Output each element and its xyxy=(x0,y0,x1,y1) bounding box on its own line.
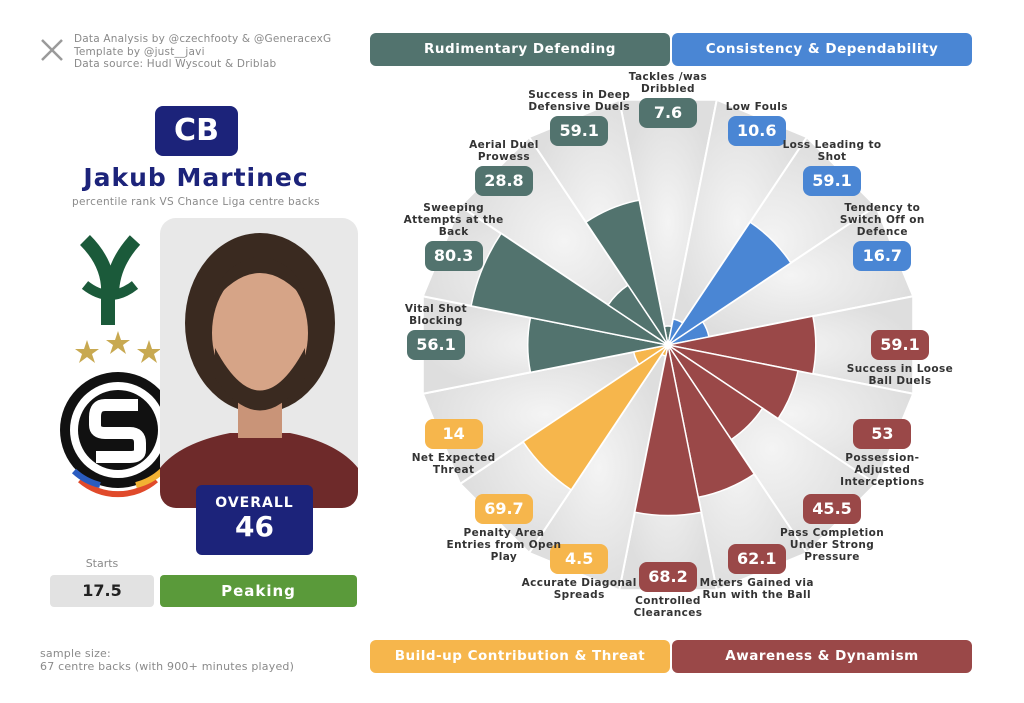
position-badge: CB xyxy=(155,106,238,156)
value-label: 68.2 xyxy=(639,562,697,592)
x-logo xyxy=(41,39,63,61)
overall-value: 46 xyxy=(235,510,274,543)
value-label: 59.1 xyxy=(803,165,862,196)
overall-box: OVERALL 46 xyxy=(196,485,313,555)
legend-entry: Rudimentary Defending xyxy=(370,33,670,66)
category-label: Penalty Area Entries from Open Play xyxy=(446,527,562,564)
player-name: Jakub Martinec xyxy=(83,163,309,192)
sample-size: sample size: 67 centre backs (with 900+ … xyxy=(40,647,295,673)
category-label: Controlled Clearances xyxy=(633,595,703,619)
wedge xyxy=(667,344,799,420)
category-label: Loss Leading to Shot xyxy=(782,138,882,163)
value-label: 69.7 xyxy=(474,494,533,525)
category-label: Aerial Duel Prowess xyxy=(469,138,539,163)
value-label: 10.6 xyxy=(727,115,786,146)
value-label: 4.5 xyxy=(550,544,609,575)
value-label: 14 xyxy=(424,418,483,449)
value-label: 7.6 xyxy=(639,98,697,128)
category-label: Tackles /was Dribbled xyxy=(628,71,708,95)
wedge xyxy=(470,232,669,346)
value-label: 28.8 xyxy=(474,165,533,196)
legend-entry: Awareness & Dynamism xyxy=(672,640,972,673)
value-label: 56.1 xyxy=(407,330,465,360)
category-label: Accurate Diagonal Spreads xyxy=(521,577,637,602)
form-badge: Peaking xyxy=(160,575,357,607)
sample-line: sample size: xyxy=(40,647,111,660)
sample-line: 67 centre backs (with 900+ minutes playe… xyxy=(40,659,295,673)
category-label: Meters Gained via Run with the Ball xyxy=(699,577,814,602)
category-label: Sweeping Attempts at the Back xyxy=(403,202,504,239)
club-logo xyxy=(60,235,170,498)
value-label: 80.3 xyxy=(424,241,483,272)
category-label: Success in Loose Ball Duels xyxy=(846,363,954,387)
wedge xyxy=(633,344,703,517)
category-label: Vital Shot Blocking xyxy=(404,303,468,327)
credits: Data Analysis by @czechfooty & @Generace… xyxy=(74,33,331,71)
value-label: 53 xyxy=(853,418,912,449)
starts-label: Starts xyxy=(85,557,119,570)
value-label: 59.1 xyxy=(550,115,609,146)
credit-line: Data source: Hudl Wyscout & Driblab xyxy=(74,58,277,70)
wedge xyxy=(522,344,669,491)
legend-entry: Build-up Contribution & Threat xyxy=(370,640,670,673)
wedge xyxy=(584,199,669,346)
credit-line: Data Analysis by @czechfooty & @Generace… xyxy=(74,33,332,45)
legend-entry: Consistency & Dependability xyxy=(672,33,972,66)
value-label: 62.1 xyxy=(727,544,786,575)
credit-line: Template by @just__javi xyxy=(74,45,205,58)
wedge xyxy=(667,315,817,375)
category-label: Possession-Adjusted Interceptions xyxy=(840,451,925,488)
value-label: 45.5 xyxy=(803,494,862,525)
value-label: 16.7 xyxy=(853,241,912,272)
category-label: Net Expected Threat xyxy=(411,451,496,476)
subtitle: percentile rank VS Chance Liga centre ba… xyxy=(72,196,320,208)
wedge xyxy=(667,221,792,346)
starts-value: 17.5 xyxy=(50,575,154,607)
category-label: Low Fouls xyxy=(725,100,788,113)
category-label: Tendency to Switch Off on Defence xyxy=(839,202,925,239)
overall-label: OVERALL xyxy=(215,495,294,511)
value-label: 59.1 xyxy=(871,330,929,360)
category-label: Pass Completion Under Strong Pressure xyxy=(780,527,885,564)
category-label: Success in Deep Defensive Duels xyxy=(528,88,631,113)
